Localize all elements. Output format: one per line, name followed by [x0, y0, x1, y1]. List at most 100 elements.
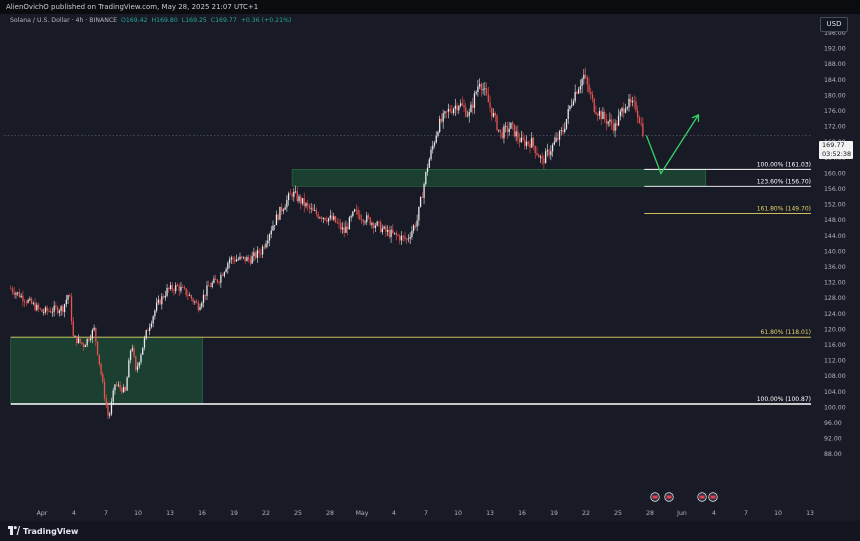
- tradingview-logo[interactable]: TradingView: [8, 526, 78, 536]
- candle-body: [197, 302, 199, 311]
- time-tick-label: 13: [806, 510, 814, 517]
- candle-body: [577, 89, 580, 94]
- candle-body: [579, 86, 582, 90]
- candle-body: [638, 117, 641, 124]
- candle-body: [185, 288, 187, 296]
- candle-body: [583, 74, 585, 79]
- candle-body: [406, 239, 408, 240]
- candle-body: [282, 209, 285, 212]
- candle-body: [20, 295, 22, 298]
- candle-body: [70, 296, 73, 322]
- candle-body: [225, 269, 227, 273]
- time-tick-label: 4: [392, 510, 396, 517]
- candle-body: [86, 338, 88, 346]
- candle-body: [190, 295, 193, 299]
- candle-body: [539, 156, 542, 158]
- price-axis: [812, 14, 860, 521]
- candle-body: [440, 118, 443, 122]
- candle-body: [138, 362, 140, 367]
- time-tick-label: Apr: [37, 510, 48, 517]
- candle-body: [357, 209, 359, 215]
- candle-body: [300, 196, 302, 204]
- last-price-label: 169.77 03:52:38: [819, 141, 853, 159]
- bar-countdown: 03:52:38: [822, 149, 852, 158]
- candle-body: [112, 390, 114, 402]
- candle-body: [558, 131, 561, 140]
- candle-body: [364, 221, 366, 223]
- candle-body: [32, 303, 34, 304]
- candle-body: [244, 256, 246, 262]
- time-tick-label: 7: [744, 510, 748, 517]
- candle-body: [477, 86, 479, 92]
- candle-body: [468, 112, 470, 116]
- candle-body: [499, 129, 502, 133]
- candle-body: [472, 104, 474, 108]
- candle-body: [79, 338, 81, 343]
- candle-body: [44, 307, 47, 313]
- candle-body: [480, 84, 483, 91]
- candle-body: [213, 278, 215, 283]
- candle-body: [432, 145, 434, 150]
- price-tick-label: 108.00: [824, 373, 846, 380]
- candle-body: [58, 310, 61, 313]
- candle-body: [315, 210, 318, 215]
- candle-body: [320, 217, 323, 219]
- candle-body: [402, 235, 404, 237]
- candle-body: [343, 227, 345, 233]
- symbol-name: Solana / U.S. Dollar · 4h · BINANCE: [10, 17, 118, 24]
- candle-body: [157, 299, 160, 303]
- fib-level-label: 123.60% (156.70): [757, 178, 811, 185]
- price-tick-label: 196.00: [824, 30, 846, 37]
- candle-body: [360, 219, 363, 221]
- candle-body: [154, 310, 156, 317]
- low-value: L169.25: [181, 17, 207, 24]
- candle-body: [557, 137, 559, 140]
- candle-body: [345, 226, 347, 233]
- candle-body: [281, 206, 283, 212]
- candle-body: [230, 257, 232, 260]
- candle-body: [444, 111, 446, 114]
- candle-body: [416, 220, 418, 227]
- candle-body: [145, 330, 147, 338]
- candle-body: [492, 113, 495, 117]
- candle-body: [610, 119, 613, 125]
- price-tick-label: 192.00: [824, 46, 846, 53]
- candle-body: [326, 220, 328, 222]
- candle-body: [442, 113, 444, 122]
- candle-body: [107, 405, 109, 416]
- currency-button[interactable]: USD: [820, 17, 848, 32]
- candle-body: [142, 347, 144, 355]
- candle-body: [152, 316, 154, 324]
- candle-body: [27, 300, 29, 303]
- candle-body: [175, 285, 177, 292]
- candle-body: [642, 123, 644, 136]
- candle-body: [195, 301, 198, 303]
- time-tick-label: 19: [550, 510, 558, 517]
- candle-body: [600, 111, 602, 120]
- candle-body: [329, 215, 331, 219]
- time-tick-label: 28: [646, 510, 654, 517]
- candle-body: [532, 137, 535, 146]
- candle-body: [555, 137, 557, 142]
- candle-body: [303, 198, 305, 207]
- price-chart[interactable]: 100.00% (161.03) 123.60% (156.70) 161.80% …: [0, 14, 860, 521]
- time-tick-label: 22: [582, 510, 590, 517]
- candle-body: [96, 341, 99, 355]
- candle-body: [30, 298, 33, 304]
- candle-body: [237, 259, 239, 261]
- candle-body: [263, 246, 265, 248]
- candle-body: [131, 348, 133, 351]
- candle-body: [551, 144, 554, 152]
- candle-body: [296, 191, 298, 202]
- candle-body: [428, 159, 430, 168]
- candle-body: [119, 384, 121, 389]
- candle-body: [423, 184, 425, 198]
- candle-body: [211, 282, 213, 287]
- open-value: O169.42: [121, 17, 148, 24]
- candle-body: [385, 226, 387, 232]
- candle-body: [366, 215, 368, 222]
- candle-body: [336, 222, 338, 224]
- candle-body: [110, 401, 113, 414]
- price-tick-label: 176.00: [824, 108, 846, 115]
- candle-body: [227, 263, 229, 270]
